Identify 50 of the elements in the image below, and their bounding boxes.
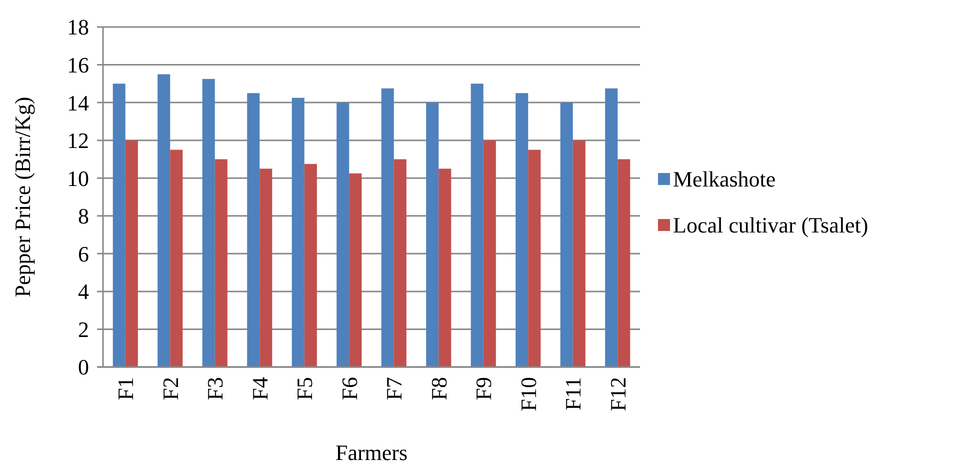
x-tick-label: F12 — [605, 377, 630, 412]
bar — [483, 140, 496, 367]
legend-label: Melkashote — [673, 166, 776, 192]
bar — [304, 164, 317, 367]
y-tick-label: 18 — [67, 14, 89, 40]
x-tick-label: F7 — [382, 377, 407, 400]
bar — [125, 140, 138, 367]
bar — [470, 84, 484, 367]
y-axis-title: Pepper Price (Birr/Kg) — [10, 96, 35, 298]
y-tick-label: 10 — [67, 166, 89, 191]
y-tick-label: 6 — [78, 241, 89, 266]
y-tick-label: 14 — [67, 90, 89, 116]
bar — [170, 150, 183, 367]
bar — [528, 150, 541, 367]
y-tick-label: 8 — [78, 204, 89, 229]
x-tick-label: F4 — [247, 377, 272, 400]
y-tick-label: 16 — [67, 52, 89, 78]
bar — [349, 173, 362, 367]
y-tick-label: 2 — [78, 316, 89, 342]
x-tick-label: F10 — [516, 377, 541, 412]
y-tick-label: 0 — [78, 354, 89, 380]
x-tick-label: F11 — [560, 377, 586, 410]
x-tick-label: F3 — [202, 377, 228, 400]
bar — [394, 159, 406, 367]
bar — [202, 78, 215, 367]
x-tick-label: F1 — [113, 377, 138, 400]
x-tick-label: F9 — [471, 377, 496, 400]
bar — [572, 140, 586, 367]
bar — [158, 74, 170, 367]
bar — [214, 159, 228, 367]
x-tick-label: F2 — [158, 377, 183, 400]
bar — [516, 93, 528, 367]
bar — [336, 102, 350, 367]
y-tick-label: 12 — [67, 128, 89, 154]
bar — [426, 102, 439, 367]
y-tick-label: 4 — [78, 279, 89, 304]
bar — [560, 102, 573, 367]
bar — [438, 168, 452, 367]
x-tick-label: F8 — [426, 377, 452, 400]
x-tick-label: F6 — [336, 377, 362, 400]
bar — [618, 159, 630, 367]
x-axis-title: Farmers — [335, 440, 408, 465]
legend-label: Local cultivar (Tsalet) — [673, 212, 868, 238]
bar — [112, 84, 126, 367]
bar — [247, 93, 260, 367]
bar — [605, 88, 618, 367]
bar — [292, 98, 304, 367]
bar — [381, 88, 394, 367]
bar — [260, 168, 272, 367]
x-tick-label: F5 — [292, 377, 318, 400]
